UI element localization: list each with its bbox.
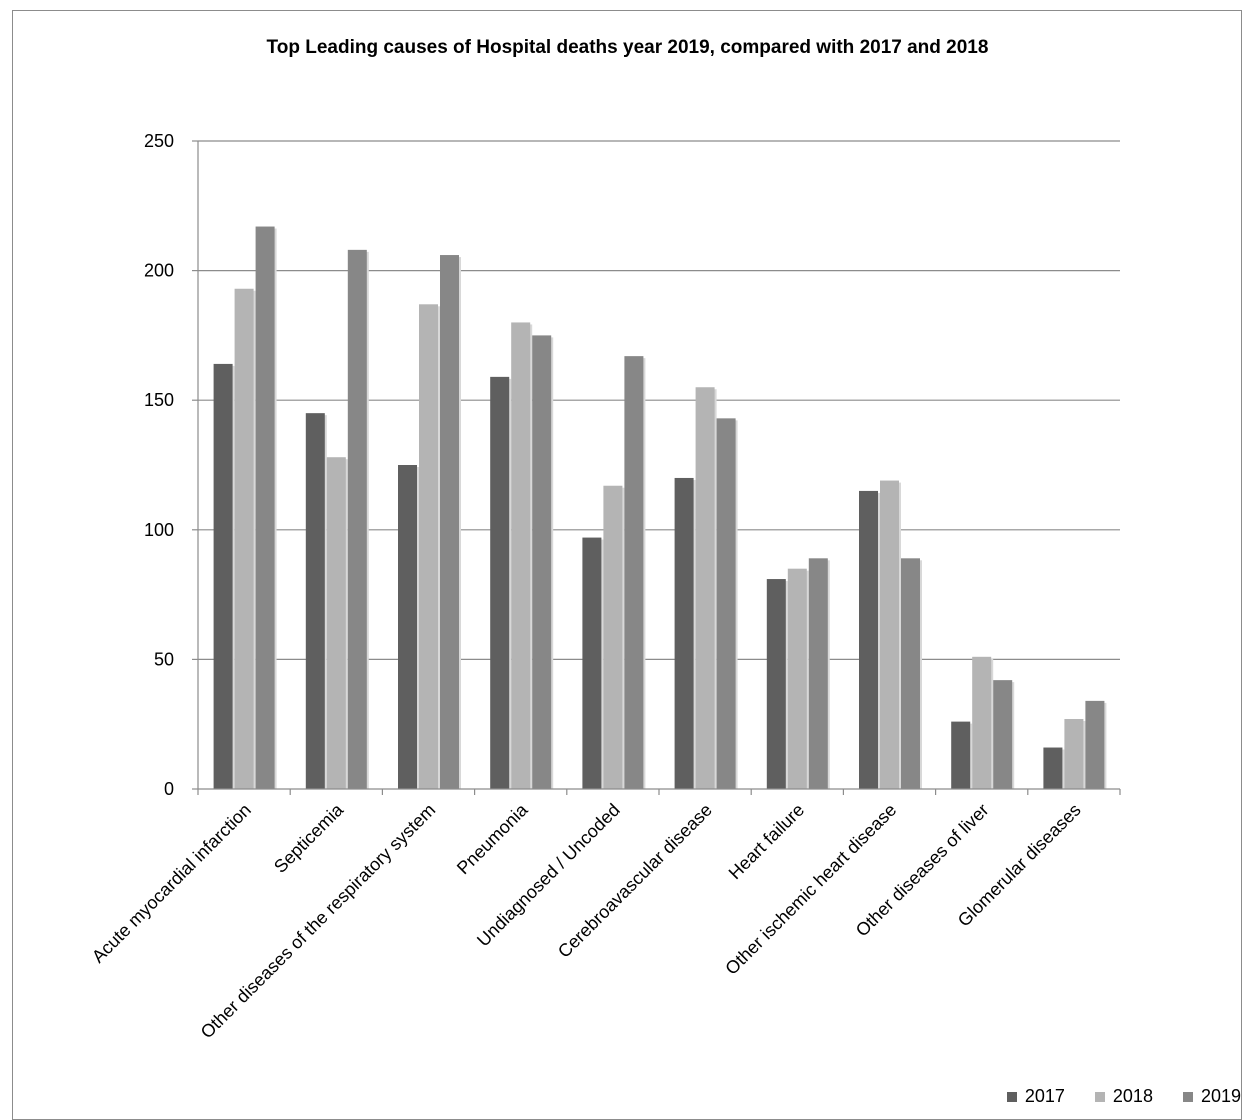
legend-label: 2019 (1200, 1086, 1241, 1106)
x-category-label: Cerebroavascular disease (554, 800, 716, 962)
x-category-labels: Acute myocardial infarction Septicemia Oth… (88, 799, 1085, 1042)
bar-2017 (398, 465, 417, 789)
y-tick-label: 150 (144, 390, 174, 410)
bar-2018 (880, 480, 899, 789)
bar-2019 (440, 255, 459, 790)
bar-2019 (901, 558, 920, 789)
bar-2019 (1085, 700, 1105, 789)
bar-2017 (305, 413, 325, 789)
legend-swatch (1006, 1091, 1017, 1102)
bar-2018 (603, 485, 623, 789)
bar-2017 (490, 376, 510, 789)
legend-label: 2017 (1024, 1086, 1065, 1106)
axes (197, 141, 1121, 795)
x-category-label: Septicemia (270, 799, 348, 877)
bar-2018 (234, 288, 254, 789)
y-tick-label: 200 (144, 261, 174, 281)
bars (213, 226, 1107, 790)
bar-2019 (532, 335, 552, 789)
legend-label: 2018 (1112, 1086, 1153, 1106)
bar-2017 (951, 721, 971, 789)
legend-item-2018: 2018 (1094, 1086, 1153, 1107)
legend: 2017 2018 2019 (1006, 1086, 1241, 1107)
bar-2019 (624, 356, 644, 789)
x-category-label: Heart failure (725, 800, 808, 883)
bar-2019 (808, 558, 828, 789)
bar-2019 (347, 249, 367, 789)
legend-item-2019: 2019 (1182, 1086, 1241, 1107)
bar-2017 (766, 579, 786, 789)
x-category-label: Other ischemic heart disease (721, 800, 900, 979)
y-tick-label: 0 (164, 779, 174, 799)
y-tick-label: 50 (154, 649, 174, 669)
bar-2018 (695, 387, 715, 789)
x-category-label: Pneumonia (453, 799, 532, 878)
bar-2017 (582, 537, 602, 789)
bar-2018 (511, 322, 531, 789)
bar-2017 (674, 477, 694, 789)
bar-2018 (326, 457, 346, 789)
bar-2017 (213, 363, 233, 789)
bar-2018 (787, 568, 807, 789)
bar-2017 (1043, 747, 1063, 789)
bar-2018 (419, 304, 438, 789)
legend-swatch (1182, 1091, 1193, 1102)
bar-2017 (859, 490, 878, 789)
bar-2019 (255, 226, 275, 789)
x-category-label: Acute myocardial infarction (88, 800, 255, 967)
legend-item-2017: 2017 (1006, 1086, 1065, 1107)
legend-swatch (1094, 1091, 1105, 1102)
chart-title: Top Leading causes of Hospital deaths ye… (266, 37, 989, 58)
bar-2018 (1064, 719, 1084, 789)
bar-2018 (972, 656, 992, 789)
bar-2019 (993, 680, 1013, 789)
y-tick-label: 250 (144, 131, 174, 151)
y-tick-label: 100 (144, 520, 174, 540)
y-tick-labels: 0 50 100 150 200 250 (144, 131, 174, 799)
bar-2019 (716, 418, 736, 789)
